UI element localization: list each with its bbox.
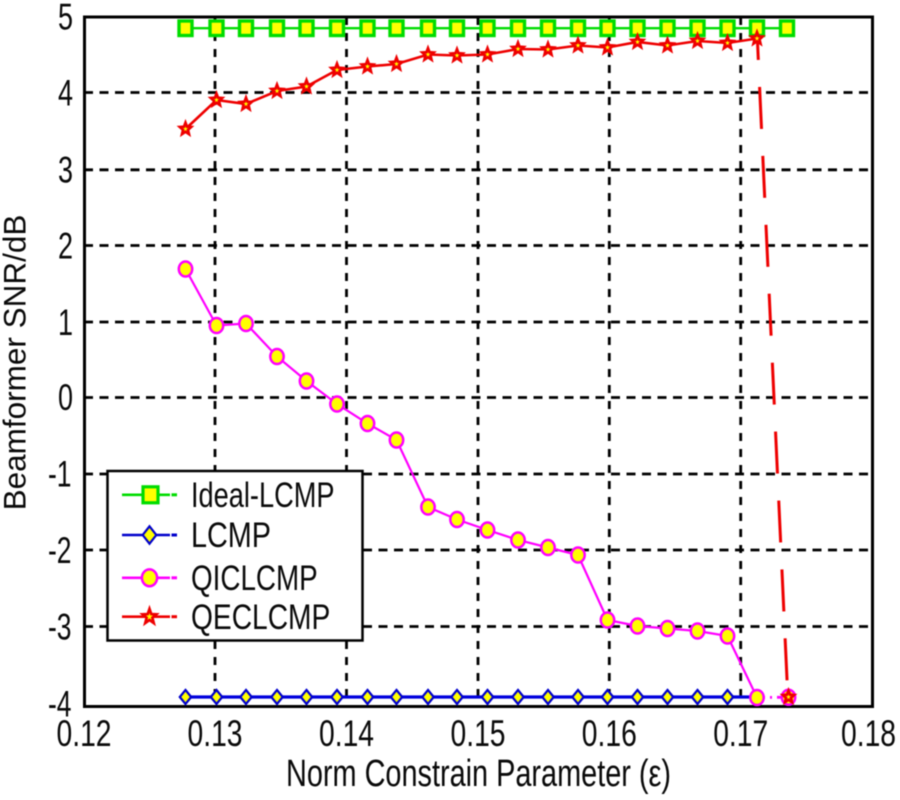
svg-text:QECLCMP: QECLCMP: [191, 598, 330, 637]
svg-text:0.14: 0.14: [319, 713, 374, 754]
svg-text:0.16: 0.16: [582, 713, 637, 754]
svg-text:Norm Constrain Parameter (ε): Norm Constrain Parameter (ε): [286, 753, 671, 795]
svg-text:LCMP: LCMP: [191, 516, 271, 555]
svg-text:4: 4: [58, 72, 73, 113]
svg-text:5: 5: [58, 0, 73, 37]
svg-text:-2: -2: [48, 530, 72, 571]
svg-text:0.12: 0.12: [57, 713, 112, 754]
svg-text:0: 0: [58, 377, 73, 418]
svg-text:3: 3: [58, 150, 73, 191]
svg-text:0.13: 0.13: [188, 713, 243, 754]
svg-text:-1: -1: [48, 454, 72, 495]
svg-text:0.17: 0.17: [713, 713, 768, 754]
svg-text:QICLCMP: QICLCMP: [191, 559, 318, 598]
svg-text:1: 1: [58, 302, 73, 343]
svg-text:0.15: 0.15: [451, 713, 506, 754]
svg-text:2: 2: [58, 225, 73, 266]
svg-text:Ideal-LCMP: Ideal-LCMP: [191, 476, 335, 515]
svg-text:-4: -4: [48, 683, 72, 724]
svg-text:Beamformer SNR/dB: Beamformer SNR/dB: [0, 215, 33, 511]
svg-text:0.18: 0.18: [841, 713, 896, 754]
svg-text:-3: -3: [48, 606, 72, 647]
